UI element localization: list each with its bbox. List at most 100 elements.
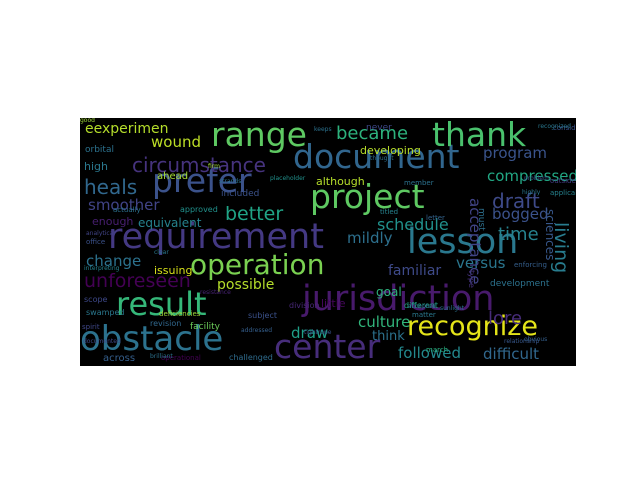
cloud-word: swamped [86, 308, 125, 317]
cloud-word: member [404, 179, 434, 187]
cloud-word: accepted [408, 303, 436, 310]
cloud-word: actually [113, 206, 141, 214]
cloud-word: although [316, 175, 365, 188]
cloud-word: enough [92, 215, 134, 228]
cloud-word: strands [219, 178, 242, 185]
cloud-word: mildly [347, 229, 393, 247]
cloud-word: wound [151, 133, 201, 151]
cloud-word: march [426, 346, 449, 354]
cloud-word: division [289, 301, 320, 310]
cloud-word: program [483, 144, 548, 162]
cloud-word: time [498, 224, 539, 245]
cloud-word: compressed [487, 167, 576, 185]
cloud-word: problem [524, 175, 549, 182]
cloud-word: analytical [86, 230, 116, 237]
cloud-word: recognized [538, 123, 571, 130]
cloud-word: obstacle [80, 319, 224, 359]
cloud-word: difficult [483, 345, 539, 363]
cloud-word: developing [360, 144, 421, 157]
cloud-word: operation [190, 248, 325, 281]
cloud-word: placeholder [270, 175, 306, 182]
cloud-word: never [366, 123, 392, 133]
cloud-word: across [103, 353, 136, 364]
cloud-word: different [404, 301, 438, 310]
cloud-word: revision [150, 319, 182, 328]
cloud-word: eexperimen [85, 121, 169, 137]
cloud-word: type [467, 270, 476, 288]
cloud-word: culture [358, 313, 411, 331]
cloud-word: smoother [88, 196, 160, 214]
cloud-word: draft [492, 189, 540, 213]
cloud-word: prefer [152, 161, 252, 200]
cloud-word: issuing [154, 264, 193, 277]
cloud-word: center [274, 327, 381, 366]
cloud-word: thank [432, 118, 527, 154]
cloud-word: better [225, 203, 284, 225]
cloud-word: development [490, 279, 550, 289]
cloud-word: relationship [504, 338, 540, 345]
cloud-word: keeps [314, 126, 332, 133]
cloud-word: lesson [407, 222, 519, 262]
cloud-word: ahead [157, 171, 189, 182]
cloud-word: titled [380, 208, 399, 216]
cloud-word: thought [370, 155, 394, 162]
cloud-word: versus [456, 254, 506, 272]
cloud-word: jurisdiction [302, 279, 495, 319]
cloud-word: applicable [550, 189, 576, 197]
cloud-word: addressed [241, 327, 273, 334]
cloud-word: orbital [85, 145, 114, 155]
cloud-word: draw [291, 324, 329, 342]
cloud-word: must [476, 208, 486, 231]
cloud-word: unforeseen [84, 270, 191, 292]
cloud-word: resistance [200, 289, 231, 296]
cloud-word: sunlight [440, 305, 465, 312]
cloud-word: obvious [524, 336, 548, 343]
cloud-word: enforcing [514, 261, 547, 269]
cloud-word: brilliant [150, 353, 173, 360]
cloud-word: included [221, 189, 260, 199]
cloud-word: range [211, 118, 307, 154]
cloud-word: scope [84, 295, 108, 304]
cloud-word: lore [488, 308, 523, 329]
cloud-word: considerable [553, 124, 576, 132]
cloud-word: recognize [407, 311, 539, 342]
cloud-word: outside [550, 177, 576, 185]
cloud-word: operational [161, 354, 201, 362]
cloud-word: equivalent [138, 216, 202, 230]
cloud-word: highly [522, 189, 541, 196]
cloud-word: clear [154, 249, 169, 256]
cloud-word: goal [376, 285, 402, 299]
cloud-word: matter [412, 311, 436, 319]
cloud-word: heals [84, 175, 138, 199]
cloud-word: high [84, 160, 108, 173]
cloud-word: requirement [108, 217, 324, 257]
cloud-word: became [336, 123, 409, 144]
cloud-word: spirit [82, 323, 100, 331]
word-cloud: requirement jurisdiction obstacle document p… [80, 118, 576, 366]
cloud-word: deficiencies [159, 310, 201, 318]
cloud-word: firm [208, 163, 220, 170]
cloud-word: letter [426, 214, 445, 222]
cloud-word: project [310, 177, 425, 216]
cloud-word: little [321, 297, 346, 310]
cloud-word: followed [398, 344, 461, 362]
cloud-word: office [86, 238, 106, 246]
cloud-word: familiar [388, 263, 442, 279]
cloud-word: sciences [543, 209, 557, 261]
cloud-word: circumstance [132, 153, 266, 177]
cloud-word: document [293, 137, 460, 176]
cloud-word: interpreting [84, 265, 120, 272]
cloud-word: facility [190, 322, 220, 332]
cloud-word: bogged [492, 205, 549, 223]
cloud-word: think [372, 329, 405, 344]
cloud-word: approved [180, 205, 218, 214]
cloud-word: change [86, 252, 142, 270]
cloud-word: subject [248, 311, 277, 320]
cloud-word: documented [83, 338, 121, 345]
cloud-word: good [80, 118, 95, 124]
cloud-word: result [116, 285, 207, 323]
cloud-word: schedule [377, 215, 449, 234]
cloud-word: challenged [229, 353, 273, 362]
cloud-word: tightrope [304, 329, 332, 336]
cloud-word: possible [217, 277, 275, 293]
